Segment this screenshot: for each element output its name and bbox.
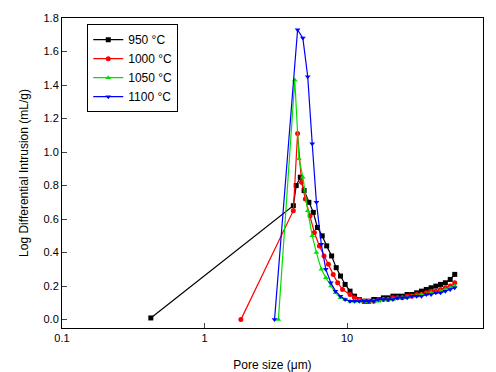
svg-text:1050 °C: 1050 °C [128, 71, 172, 85]
svg-text:1100 °C: 1100 °C [128, 90, 171, 104]
svg-text:1.2: 1.2 [44, 112, 59, 124]
svg-text:0.6: 0.6 [44, 213, 59, 225]
svg-text:1: 1 [201, 332, 207, 344]
svg-text:0.1: 0.1 [54, 332, 69, 344]
svg-text:10: 10 [341, 332, 353, 344]
svg-text:950 °C: 950 °C [128, 33, 165, 47]
svg-text:Pore size (μm): Pore size (μm) [233, 358, 311, 372]
svg-text:0.0: 0.0 [44, 313, 59, 325]
svg-text:0.4: 0.4 [44, 246, 59, 258]
svg-text:Log Differential Intrusion (mL: Log Differential Intrusion (mL/g) [17, 89, 31, 257]
svg-text:1.6: 1.6 [44, 45, 59, 57]
svg-text:0.8: 0.8 [44, 179, 59, 191]
svg-text:0.2: 0.2 [44, 280, 59, 292]
svg-text:1.8: 1.8 [44, 12, 59, 24]
svg-text:1.0: 1.0 [44, 146, 59, 158]
svg-text:1000 °C: 1000 °C [128, 52, 172, 66]
svg-text:1.4: 1.4 [44, 79, 59, 91]
